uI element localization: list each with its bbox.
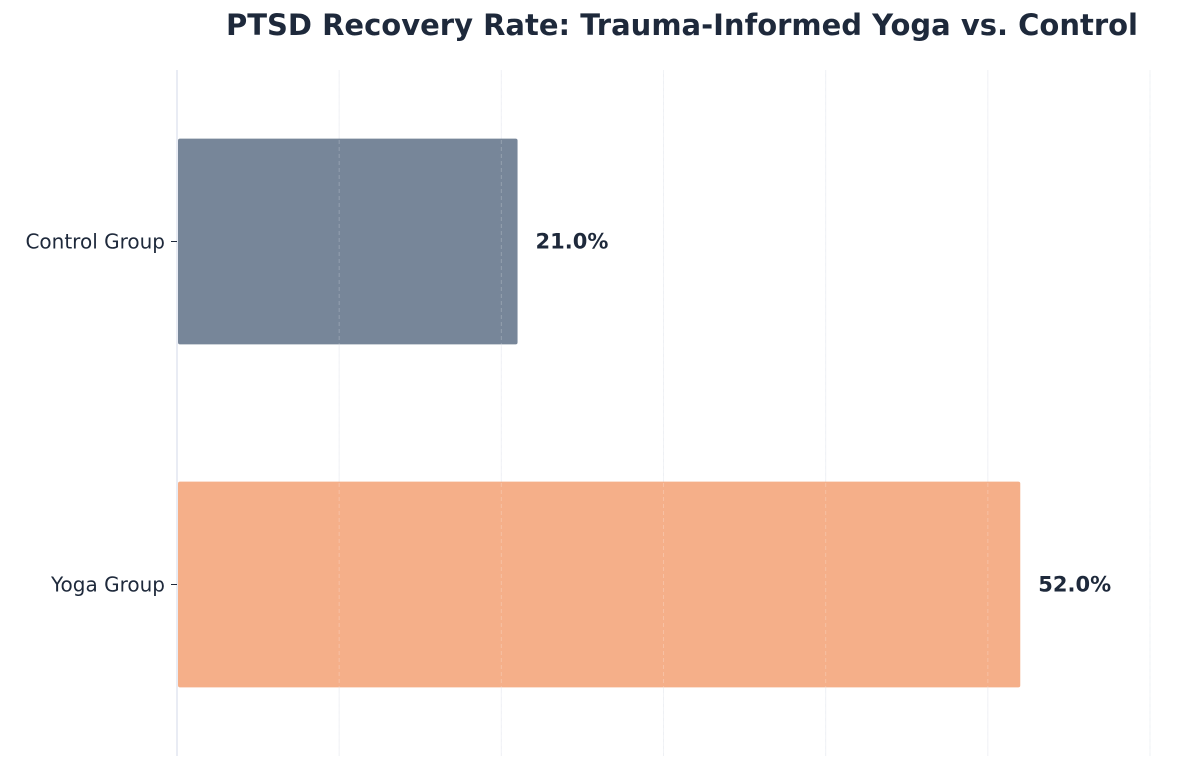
bars bbox=[178, 138, 1021, 688]
y-tick-label: Yoga Group bbox=[50, 573, 165, 597]
y-tick-label: Control Group bbox=[25, 230, 165, 254]
bar-gridline-overlay bbox=[338, 70, 1151, 756]
bar-control-group bbox=[178, 138, 518, 345]
labels: Control Group 21.0% Yoga Group 52.0% bbox=[25, 230, 1111, 597]
bar-value-label: 21.0% bbox=[536, 230, 609, 254]
bar-value-label: 52.0% bbox=[1038, 573, 1111, 597]
chart-title: PTSD Recovery Rate: Trauma-Informed Yoga… bbox=[226, 8, 1138, 42]
bar-yoga-group bbox=[178, 481, 1021, 688]
